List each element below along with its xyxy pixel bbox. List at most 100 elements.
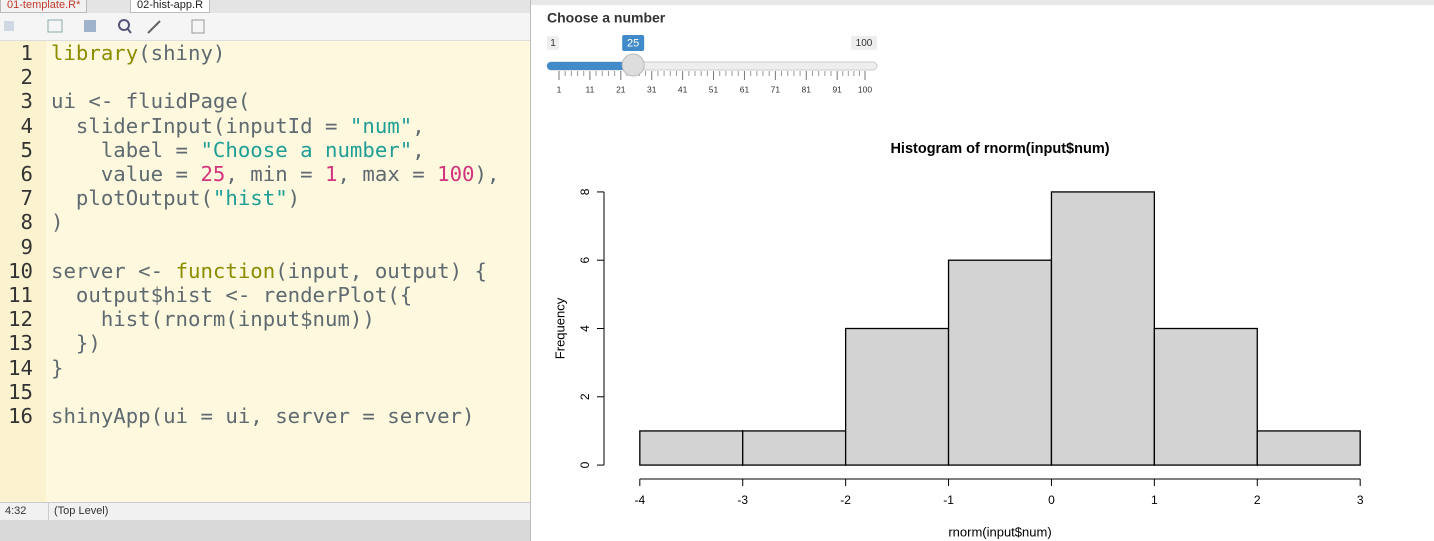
y-axis-label: Frequency (552, 297, 567, 359)
slider-min-label: 1 (550, 38, 556, 49)
code-token: ui <- fluidPage( (51, 89, 251, 114)
code-token: ) (51, 210, 64, 235)
wand-icon[interactable] (147, 20, 161, 34)
code-token: 1 (325, 162, 338, 186)
y-tick-label: 0 (578, 461, 592, 468)
code-token: "Choose a number" (200, 137, 413, 162)
back-icon[interactable] (4, 21, 14, 31)
slider-fill (547, 62, 634, 70)
bar (1256, 430, 1361, 466)
x-tick-label: 0 (1048, 493, 1055, 507)
code-token: function (175, 258, 276, 283)
code-line: 13 }) (0, 331, 530, 355)
code-token: output$hist <- renderPlot({ (51, 283, 413, 307)
x-tick-label: 3 (1357, 493, 1364, 507)
x-tick-label: -2 (840, 493, 851, 507)
code-text: ) (51, 210, 63, 234)
code-token: (input, output) { (275, 258, 487, 283)
slider-tick-label: 1 (557, 84, 562, 94)
code-token: server <- (51, 258, 176, 283)
slider-max-label: 100 (856, 38, 873, 49)
show-icon[interactable] (47, 19, 63, 33)
code-line: 6 value = 25, min = 1, max = 100), (0, 162, 530, 186)
slider-tick-label: 11 (585, 84, 594, 94)
code-line: 15 (0, 380, 530, 404)
toolbar-icons (4, 19, 205, 34)
line-number: 7 (20, 186, 33, 211)
code-token: , max = (337, 162, 438, 186)
code-text: plotOutput("hist") (51, 186, 300, 210)
line-number: 15 (8, 379, 33, 404)
bar (1153, 327, 1258, 466)
line-number: 13 (8, 331, 33, 356)
line-number: 8 (20, 210, 33, 235)
line-number: 4 (20, 113, 33, 138)
save-icon[interactable] (84, 20, 96, 32)
find-icon[interactable] (118, 19, 130, 31)
code-text: ui <- fluidPage( (51, 89, 250, 113)
slider-tick-label: 31 (647, 84, 657, 94)
code-text: label = "Choose a number", (51, 138, 425, 162)
slider-max-box (851, 36, 877, 50)
line-number: 2 (20, 65, 33, 90)
code-text: sliderInput(inputId = "num", (51, 114, 425, 138)
x-tick-label: 1 (1151, 493, 1158, 507)
x-tick-label: -4 (634, 493, 645, 507)
code-token: library (51, 41, 139, 65)
code-line: 5 label = "Choose a number", (0, 138, 530, 162)
bar (742, 430, 847, 466)
tab-bar: 01-template.R* 02-hist-app.R (0, 0, 530, 13)
code-token: (shiny) (138, 41, 226, 65)
code-token: } (51, 355, 64, 380)
line-number: 12 (8, 307, 33, 332)
code-token: "num" (349, 113, 413, 138)
code-text: library(shiny) (51, 41, 225, 65)
code-token: sliderInput(inputId = (51, 113, 350, 138)
code-line: 8) (0, 210, 530, 234)
x-axis-label: rnorm(input$num) (948, 524, 1051, 539)
code-text: value = 25, min = 1, max = 100), (51, 162, 500, 186)
code-line: 12 hist(rnorm(input$num)) (0, 307, 530, 331)
y-tick-label: 2 (578, 393, 592, 400)
slider-tick-label: 81 (802, 84, 812, 94)
slider-min-box (547, 36, 559, 50)
code-line: 14} (0, 356, 530, 380)
code-token: 25 (200, 162, 226, 186)
code-token: shinyApp(ui = ui, server = server) (51, 404, 475, 428)
file-tab[interactable]: 02-hist-app.R (130, 0, 211, 13)
cursor-position: 4:32 (5, 505, 27, 517)
y-tick-label: 4 (578, 325, 592, 332)
slider-handle[interactable] (621, 53, 645, 77)
file-tab[interactable]: 01-template.R* (0, 0, 88, 13)
find-icon-handle (126, 27, 132, 34)
line-number: 6 (20, 162, 33, 186)
slider-tick-label: 100 (858, 84, 872, 94)
bar (844, 327, 950, 466)
code-line: 7 plotOutput("hist") (0, 186, 530, 210)
x-tick-label: -1 (943, 493, 954, 507)
y-tick-label: 8 (578, 188, 592, 195)
line-number: 5 (20, 137, 33, 162)
code-line: 16 shinyApp(ui = ui, server = server) (0, 404, 530, 428)
x-tick-label: -3 (737, 493, 748, 507)
line-number: 3 (20, 89, 33, 114)
code-area[interactable]: 1 library(shiny) 2 3 ui <- fluidPage(4 slide… (0, 41, 530, 502)
code-token: 100 (437, 162, 475, 186)
scope-menu[interactable]: (Top Level) (48, 503, 108, 520)
code-token: , min = (225, 162, 326, 186)
code-text: output$hist <- renderPlot({ (51, 283, 412, 307)
outline-icon[interactable] (191, 19, 205, 34)
code-line: 4 sliderInput(inputId = "num", (0, 114, 530, 138)
slider-value-label: 25 (627, 37, 639, 49)
code-line: 1 library(shiny) (0, 41, 530, 65)
slider-tick-label: 91 (832, 84, 842, 94)
slider-tick-label: 21 (616, 84, 626, 94)
source-editor: 01-template.R* 02-hist-app.R 1 library(shi… (0, 0, 530, 541)
slider-tick-label: 41 (678, 84, 688, 94)
code-token: }) (51, 331, 101, 356)
slider-label: Choose a number (547, 10, 666, 26)
line-number: 9 (20, 234, 33, 259)
code-text: shinyApp(ui = ui, server = server) (51, 404, 474, 428)
